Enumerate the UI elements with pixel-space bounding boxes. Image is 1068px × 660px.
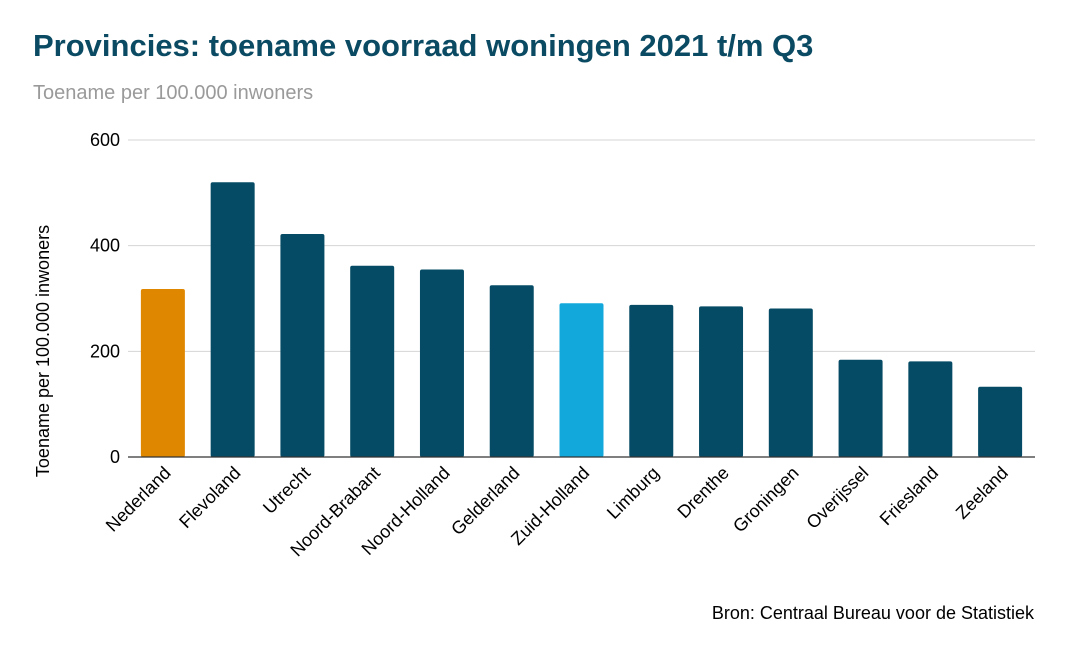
y-axis-label: Toename per 100.000 inwoners: [33, 225, 53, 477]
bar-overijssel: [838, 359, 883, 457]
bar-noord-brabant: [350, 265, 395, 457]
x-tick-label: Gelderland: [447, 463, 523, 539]
bars: [140, 182, 1023, 457]
chart-subtitle: Toename per 100.000 inwoners: [33, 82, 314, 104]
bar-zuid-holland: [559, 303, 604, 457]
x-tick-label: Nederland: [102, 463, 175, 536]
bar-friesland: [908, 361, 953, 457]
bar-flevoland: [210, 182, 255, 457]
x-tick-label: Friesland: [876, 463, 942, 529]
chart-title: Provincies: toename voorraad woningen 20…: [33, 28, 814, 63]
x-tick-label: Drenthe: [673, 463, 732, 522]
x-tick-label: Zeeland: [952, 463, 1012, 523]
bar-zeeland: [978, 386, 1023, 457]
y-tick-label: 200: [90, 341, 120, 361]
y-tick-label: 0: [110, 447, 120, 467]
y-tick-label: 400: [90, 236, 120, 256]
bar-noord-holland: [419, 269, 464, 457]
bar-gelderland: [489, 285, 534, 457]
bar-utrecht: [280, 234, 325, 457]
bar-drenthe: [699, 306, 744, 457]
bar-limburg: [629, 304, 674, 457]
y-tick-label: 600: [90, 130, 120, 150]
x-tick-label: Flevoland: [175, 463, 244, 532]
bar-nederland: [140, 288, 185, 457]
x-tick-label: Limburg: [603, 463, 663, 523]
x-tick-label: Utrecht: [259, 463, 314, 518]
x-tick-label: Overijssel: [802, 463, 872, 533]
source-note: Bron: Centraal Bureau voor de Statistiek: [711, 603, 1034, 623]
bar-groningen: [768, 308, 813, 457]
x-tick-label: Groningen: [729, 463, 803, 537]
